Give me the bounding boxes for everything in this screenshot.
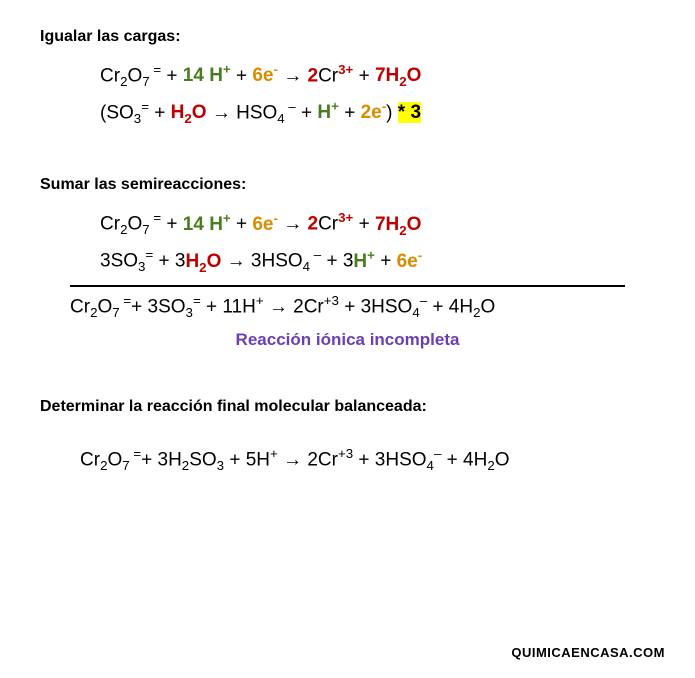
- heading-1: Igualar las cargas:: [40, 28, 655, 46]
- heading-2: Sumar las semireacciones:: [40, 176, 655, 194]
- equation-1-2: (SO3= + H2O → HSO4 – + H+ + 2e-) * 3: [100, 99, 655, 126]
- equation-sum: Cr2O7 =+ 3SO3= + 11H+ → 2Cr+3 + 3HSO4– +…: [70, 293, 655, 320]
- equation-2-2: 3SO3= + 3H2O → 3HSO4 – + 3H+ + 6e-: [100, 247, 655, 274]
- equation-1-1: Cr2O7 = + 14 H+ + 6e- → 2Cr3+ + 7H2O: [100, 62, 655, 89]
- equation-final: Cr2O7 =+ 3H2SO3 + 5H+ → 2Cr+3 + 3HSO4– +…: [80, 446, 655, 473]
- section-sumar-semireacciones: Sumar las semireacciones: Cr2O7 = + 14 H…: [40, 176, 655, 349]
- coef-2cr: 2: [307, 65, 318, 86]
- coef-h2o: H2O: [171, 102, 207, 123]
- coef-7h2o: 7H2O: [375, 65, 421, 86]
- coef-hplus: H+: [317, 102, 339, 123]
- site-credit: QUIMICAENCASA.COM: [511, 645, 665, 660]
- multiplier-3: * 3: [398, 102, 421, 123]
- sum-divider: [70, 285, 625, 287]
- coef-6e: 6e-: [252, 65, 278, 86]
- section-final-balance: Determinar la reacción final molecular b…: [40, 398, 655, 473]
- coef-14h: 14 H+: [183, 65, 231, 86]
- chemistry-document: Igualar las cargas: Cr2O7 = + 14 H+ + 6e…: [0, 0, 695, 493]
- equation-2-1: Cr2O7 = + 14 H+ + 6e- → 2Cr3+ + 7H2O: [100, 210, 655, 237]
- caption-ionic-incomplete: Reacción iónica incompleta: [40, 330, 655, 350]
- coef-2e: 2e-: [361, 102, 387, 123]
- heading-3: Determinar la reacción final molecular b…: [40, 398, 655, 416]
- section-igualar-cargas: Igualar las cargas: Cr2O7 = + 14 H+ + 6e…: [40, 28, 655, 126]
